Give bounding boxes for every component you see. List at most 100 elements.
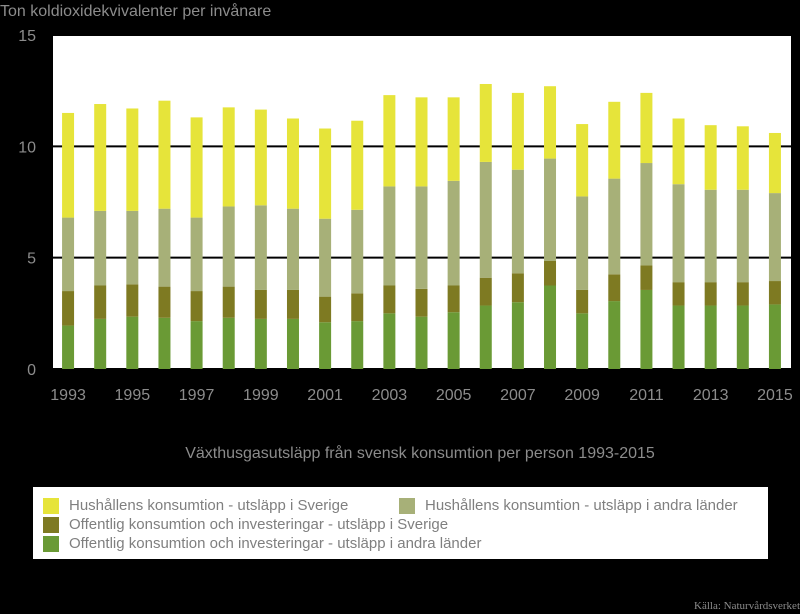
y-tick-labels: 0 5 10 15: [18, 28, 36, 379]
bar-segment-2001: [319, 218, 332, 297]
bar-segment-2014: [736, 305, 749, 369]
bar-segment-2009: [576, 289, 589, 314]
bar-segment-2007: [511, 273, 524, 303]
bar-segment-2002: [351, 120, 364, 210]
bar-segment-2003: [383, 313, 396, 369]
bar-segment-2005: [447, 97, 460, 181]
legend-swatch: [43, 497, 59, 514]
bar-segment-2004: [415, 186, 428, 289]
bar-segment-2004: [415, 316, 428, 369]
x-tick-label: 1995: [115, 387, 151, 404]
x-tick-label: 2005: [436, 387, 472, 404]
x-tick-label: 1997: [179, 387, 215, 404]
bar-segment-2011: [640, 163, 653, 266]
bar-segment-2003: [383, 186, 396, 286]
bar-segment-2012: [672, 282, 685, 306]
bar-segment-1995: [126, 284, 139, 317]
legend-item-offentlig-andra: Offentlig konsumtion och investeringar -…: [43, 535, 481, 552]
bar-segment-1994: [94, 104, 107, 211]
x-tick-label: 1993: [50, 387, 86, 404]
bar-segment-2002: [351, 321, 364, 369]
bar-segment-2012: [672, 184, 685, 283]
x-tick-label: 2003: [372, 387, 408, 404]
bar-segment-2007: [511, 302, 524, 369]
y-tick-label: 15: [18, 28, 36, 45]
bar-segment-2002: [351, 293, 364, 322]
bar-segment-2003: [383, 95, 396, 187]
bar-segment-2008: [544, 86, 557, 159]
bar-segment-1993: [62, 112, 75, 218]
x-tick-label: 2009: [564, 387, 600, 404]
bar-segment-2010: [608, 101, 621, 179]
bar-segment-2001: [319, 128, 332, 219]
bar-segment-2013: [704, 189, 717, 283]
bar-segment-2008: [544, 261, 557, 286]
bar-segment-2013: [704, 282, 717, 306]
legend-label: Hushållens konsumtion - utsläpp i andra …: [425, 497, 738, 514]
bar-segment-1998: [222, 317, 235, 369]
bar-segment-1996: [158, 286, 171, 318]
legend-item-offentlig-sverige: Offentlig konsumtion och investeringar -…: [43, 516, 448, 533]
bar-segment-1999: [254, 205, 267, 290]
bar-segment-2015: [768, 281, 781, 305]
bar-segment-2007: [511, 169, 524, 274]
bar-segment-2006: [479, 277, 492, 306]
bar-segment-2015: [768, 304, 781, 369]
bar-segment-2006: [479, 83, 492, 162]
bar-segment-2006: [479, 305, 492, 369]
bar-segment-2011: [640, 265, 653, 290]
bar-segment-2000: [286, 318, 299, 369]
bar-segment-2014: [736, 282, 749, 306]
bar-segment-2006: [479, 161, 492, 278]
bars: [62, 83, 781, 369]
bar-segment-1997: [190, 291, 203, 322]
legend-item-hushall-andra: Hushållens konsumtion - utsläpp i andra …: [399, 497, 738, 514]
bar-segment-1997: [190, 321, 203, 369]
bar-segment-2003: [383, 285, 396, 314]
bar-segment-2010: [608, 274, 621, 302]
x-tick-label: 2013: [693, 387, 729, 404]
bar-segment-2007: [511, 92, 524, 170]
bar-segment-1998: [222, 286, 235, 318]
bar-segment-1995: [126, 316, 139, 369]
bar-segment-1999: [254, 109, 267, 206]
legend-item-hushall-sverige: Hushållens konsumtion - utsläpp i Sverig…: [43, 497, 348, 514]
bar-segment-2010: [608, 178, 621, 275]
y-tick-label: 5: [27, 251, 36, 268]
legend-label: Hushållens konsumtion - utsläpp i Sverig…: [69, 497, 349, 514]
bar-segment-2000: [286, 289, 299, 319]
bar-segment-2009: [576, 313, 589, 369]
x-tick-label: 2001: [307, 387, 343, 404]
bar-segment-1996: [158, 208, 171, 287]
bar-segment-2008: [544, 158, 557, 262]
bar-segment-2004: [415, 288, 428, 317]
bar-segment-2012: [672, 118, 685, 185]
chart-title: Växthusgasutsläpp från svensk konsumtion…: [185, 444, 655, 462]
bar-segment-2009: [576, 196, 589, 290]
bar-segment-2014: [736, 126, 749, 190]
x-tick-label: 2007: [500, 387, 536, 404]
x-tick-label: 2015: [757, 387, 793, 404]
bar-segment-2005: [447, 285, 460, 313]
bar-segment-2013: [704, 305, 717, 369]
bar-segment-1994: [94, 285, 107, 319]
bar-segment-2004: [415, 97, 428, 187]
y-axis-title: Ton koldioxidekvivalenter per invånare: [0, 2, 271, 20]
y-tick-label: 10: [18, 139, 36, 156]
legend-label: Offentlig konsumtion och investeringar -…: [69, 535, 482, 552]
x-tick-labels: 1993 1995 1997 1999 2001 2003 2005 2007 2009 2011…: [50, 387, 793, 404]
bar-segment-2013: [704, 125, 717, 190]
bar-segment-1994: [94, 318, 107, 369]
bar-segment-1996: [158, 317, 171, 369]
bar-segment-2005: [447, 180, 460, 286]
bar-segment-2012: [672, 305, 685, 369]
bar-segment-2005: [447, 312, 460, 369]
bar-segment-1998: [222, 107, 235, 207]
legend-swatch: [399, 497, 415, 514]
legend-label: Offentlig konsumtion och investeringar -…: [69, 516, 449, 533]
bar-segment-2011: [640, 92, 653, 164]
legend-swatch: [43, 516, 59, 533]
bar-segment-2001: [319, 322, 332, 369]
bar-segment-1999: [254, 318, 267, 369]
bar-segment-2009: [576, 124, 589, 197]
